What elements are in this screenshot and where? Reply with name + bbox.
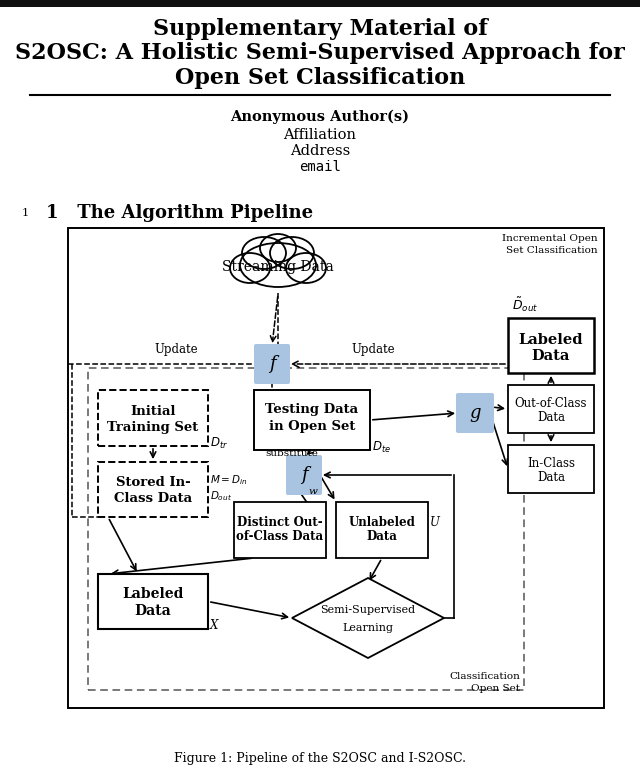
Ellipse shape bbox=[286, 253, 326, 283]
Ellipse shape bbox=[242, 237, 286, 269]
Text: Unlabeled: Unlabeled bbox=[349, 516, 415, 528]
Text: Data: Data bbox=[537, 471, 565, 483]
FancyBboxPatch shape bbox=[286, 455, 322, 495]
Text: In-Class: In-Class bbox=[527, 457, 575, 469]
Bar bbox=[68, 228, 604, 708]
Text: Data: Data bbox=[134, 604, 172, 618]
Bar bbox=[234, 502, 326, 558]
Ellipse shape bbox=[240, 243, 316, 287]
Bar bbox=[88, 368, 524, 690]
Text: 1   The Algorithm Pipeline: 1 The Algorithm Pipeline bbox=[46, 204, 313, 222]
Text: $\tilde{D}_{out}$: $\tilde{D}_{out}$ bbox=[512, 296, 538, 314]
Bar bbox=[508, 385, 594, 433]
Text: U: U bbox=[430, 516, 440, 528]
Text: Open Set Classification: Open Set Classification bbox=[175, 67, 465, 89]
Text: $D_{out}$: $D_{out}$ bbox=[210, 489, 232, 503]
Text: Figure 1: Pipeline of the S2OSC and I-S2OSC.: Figure 1: Pipeline of the S2OSC and I-S2… bbox=[174, 752, 466, 765]
Text: Supplementary Material of: Supplementary Material of bbox=[152, 18, 488, 40]
Text: Streaming Data: Streaming Data bbox=[222, 260, 334, 274]
Bar bbox=[508, 445, 594, 493]
Text: Labeled: Labeled bbox=[122, 587, 184, 601]
Text: in Open Set: in Open Set bbox=[269, 419, 355, 433]
Text: Distinct Out-: Distinct Out- bbox=[237, 516, 323, 528]
Text: g: g bbox=[469, 404, 481, 422]
Bar bbox=[508, 318, 594, 373]
Text: Training Set: Training Set bbox=[108, 420, 198, 433]
Text: f: f bbox=[269, 355, 275, 373]
Text: substitute: substitute bbox=[266, 449, 319, 458]
Text: $M = D_{in}$: $M = D_{in}$ bbox=[210, 473, 248, 487]
Text: w: w bbox=[308, 487, 317, 496]
Text: Classification: Classification bbox=[449, 672, 520, 681]
Text: $D_{te}$: $D_{te}$ bbox=[372, 440, 391, 455]
Ellipse shape bbox=[270, 237, 314, 269]
Polygon shape bbox=[292, 578, 444, 658]
Text: email: email bbox=[299, 160, 341, 174]
Text: S2OSC: A Holistic Semi-Supervised Approach for: S2OSC: A Holistic Semi-Supervised Approa… bbox=[15, 42, 625, 64]
Bar bbox=[98, 462, 208, 517]
Text: Update: Update bbox=[154, 343, 198, 356]
Text: of-Class Data: of-Class Data bbox=[236, 531, 324, 544]
FancyBboxPatch shape bbox=[456, 393, 494, 433]
Text: Semi-Supervised: Semi-Supervised bbox=[321, 605, 415, 615]
Bar bbox=[254, 390, 370, 450]
Text: Initial: Initial bbox=[131, 405, 176, 418]
Text: Class Data: Class Data bbox=[114, 492, 192, 504]
Text: Stored In-: Stored In- bbox=[116, 475, 190, 489]
Text: Data: Data bbox=[532, 349, 570, 363]
Bar bbox=[98, 390, 208, 446]
Bar bbox=[0, 0, 640, 7]
Text: Out-of-Class: Out-of-Class bbox=[515, 397, 588, 409]
Text: Affiliation: Affiliation bbox=[284, 128, 356, 142]
Text: Data: Data bbox=[537, 411, 565, 423]
FancyBboxPatch shape bbox=[254, 344, 290, 384]
Text: Learning: Learning bbox=[342, 623, 394, 633]
Text: f: f bbox=[301, 466, 307, 484]
Ellipse shape bbox=[260, 234, 296, 262]
Text: 1: 1 bbox=[22, 208, 29, 218]
Text: X: X bbox=[210, 619, 218, 632]
Text: $D_{tr}$: $D_{tr}$ bbox=[210, 436, 228, 451]
Text: Address: Address bbox=[290, 144, 350, 158]
Text: Data: Data bbox=[367, 531, 397, 544]
Text: Open Set: Open Set bbox=[471, 684, 520, 693]
Bar bbox=[336, 502, 428, 558]
Text: Update: Update bbox=[351, 343, 395, 356]
Ellipse shape bbox=[230, 253, 270, 283]
Text: Incremental Open: Incremental Open bbox=[502, 234, 598, 243]
Text: Anonymous Author(s): Anonymous Author(s) bbox=[230, 110, 410, 124]
Bar bbox=[98, 574, 208, 629]
Text: Testing Data: Testing Data bbox=[266, 402, 358, 415]
Text: Labeled: Labeled bbox=[519, 333, 583, 347]
Text: Set Classification: Set Classification bbox=[506, 246, 598, 255]
